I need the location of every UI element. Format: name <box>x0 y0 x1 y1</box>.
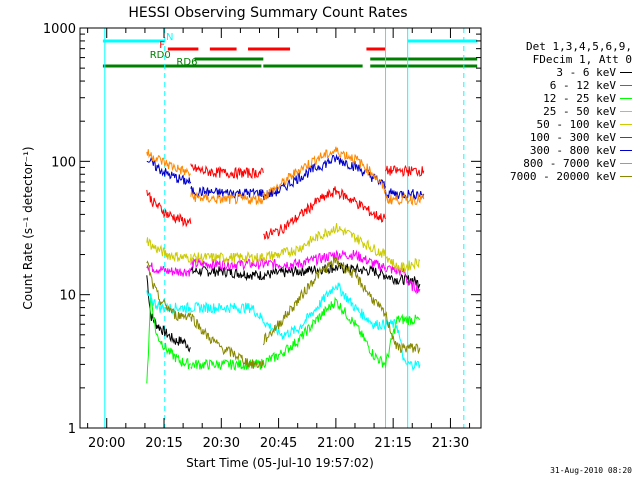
legend-swatch <box>620 85 632 86</box>
series-line-7000-20000-kev <box>385 311 421 355</box>
flag-label-f: F <box>159 40 165 51</box>
x-tick-label: 21:30 <box>432 436 469 451</box>
series-line-800-7000-kev <box>385 192 425 206</box>
series-line-800-7000-kev <box>190 191 264 205</box>
vertical-markers <box>104 28 465 428</box>
legend-swatch <box>620 163 632 164</box>
x-tick-label: 20:00 <box>88 436 125 451</box>
series-line-300-800-kev <box>146 156 192 186</box>
legend: Det 1,3,4,5,6,9, FDecim 1, Att 0 3 - 6 k… <box>482 40 632 183</box>
y-tick-label: 1 <box>68 422 76 437</box>
legend-entry-800-7000-kev: 800 - 7000 keV <box>482 157 632 170</box>
series-line-6-12-kev <box>190 249 386 272</box>
series-line-25-50-kev <box>385 318 421 372</box>
series-line-25-50-kev <box>146 290 192 315</box>
legend-entry-label: 800 - 7000 keV <box>523 157 616 170</box>
series-800-7000-kev <box>146 146 425 206</box>
series-line-800-7000-kev <box>262 146 386 201</box>
series-line-7000-20000-kev <box>146 260 192 322</box>
legend-swatch <box>620 98 632 99</box>
series-line-800-7000-kev <box>146 149 192 178</box>
series-line-12-25-kev <box>190 296 386 371</box>
series-line-300-800-kev <box>190 186 264 199</box>
series-line-12-25-kev <box>385 313 421 368</box>
series-line-100-300-kev <box>263 186 386 240</box>
legend-swatch <box>620 176 632 177</box>
legend-entry-50-100-kev: 50 - 100 keV <box>482 118 632 131</box>
legend-entry-label: 12 - 25 keV <box>543 92 616 105</box>
x-tick-label: 20:15 <box>145 436 182 451</box>
x-tick-label: 20:45 <box>260 436 297 451</box>
series-12-25-kev <box>146 293 421 384</box>
legend-entry-label: 100 - 300 keV <box>529 131 616 144</box>
legend-entry-label: 50 - 100 keV <box>536 118 616 131</box>
legend-entry-label: 3 - 6 keV <box>556 66 616 79</box>
legend-entry-12-25-kev: 12 - 25 keV <box>482 92 632 105</box>
series-100-300-kev <box>146 163 425 240</box>
series-line-7000-20000-kev <box>262 256 386 346</box>
series-7000-20000-kev <box>146 256 421 369</box>
y-tick-label: 10 <box>59 289 76 304</box>
series-line-6-12-kev <box>146 262 192 277</box>
legend-entry-3-6-kev: 3 - 6 keV <box>482 66 632 79</box>
legend-entry-7000-20000-kev: 7000 - 20000 keV <box>482 170 632 183</box>
legend-entry-label: 7000 - 20000 keV <box>510 170 616 183</box>
series-line-3-6-kev <box>385 273 421 289</box>
legend-swatch <box>620 150 632 151</box>
legend-swatch <box>620 111 632 112</box>
series-line-50-100-kev <box>146 237 192 263</box>
x-axis-label: Start Time (05-Jul-10 19:57:02) <box>186 456 374 470</box>
legend-header-line-1: Det 1,3,4,5,6,9, <box>526 40 632 53</box>
legend-swatch <box>620 124 632 125</box>
series-line-50-100-kev <box>385 256 421 273</box>
legend-entry-label: 25 - 50 keV <box>543 105 616 118</box>
x-tick-label: 20:30 <box>203 436 240 451</box>
legend-entry-label: 6 - 12 keV <box>549 79 616 92</box>
series-line-7000-20000-kev <box>190 314 264 369</box>
series-25-50-kev <box>146 282 421 372</box>
x-tick-label: 21:00 <box>317 436 354 451</box>
series-line-100-300-kev <box>385 164 425 178</box>
series-3-6-kev <box>146 261 421 353</box>
series-line-300-800-kev <box>385 188 425 200</box>
y-axis-label: Count Rate (s⁻¹ detector⁻¹) <box>21 146 35 309</box>
legend-header-line-2: FDecim 1, Att 0 <box>532 53 632 66</box>
plot-date-stamp: 31-Aug-2010 08:20 <box>550 466 632 475</box>
series-line-3-6-kev <box>146 275 191 353</box>
series-line-12-25-kev <box>146 293 192 384</box>
legend-swatch <box>620 72 632 73</box>
axes: 1 10 100 1000 20:00 20:15 20:30 20:45 21:00 21:15… <box>43 22 481 451</box>
flag-label-rd6: RD6 <box>176 57 197 68</box>
legend-entry-6-12-kev: 6 - 12 keV <box>482 79 632 92</box>
chart-title: HESSI Observing Summary Count Rates <box>128 5 407 21</box>
series-50-100-kev <box>146 223 421 273</box>
flag-label-n: N <box>166 32 173 43</box>
legend-entry-300-800-kev: 300 - 800 keV <box>482 144 632 157</box>
x-tick-label: 21:15 <box>374 436 411 451</box>
series-300-800-kev <box>146 153 425 201</box>
legend-swatch <box>620 137 632 138</box>
series-line-3-6-kev <box>190 261 386 282</box>
flag-label-rd0: RD0 <box>150 50 171 61</box>
series-line-100-300-kev <box>190 163 264 181</box>
y-tick-label: 100 <box>51 155 76 170</box>
legend-entry-label: 300 - 800 keV <box>529 144 616 157</box>
series-lines <box>146 146 425 384</box>
series-line-300-800-kev <box>262 153 386 201</box>
legend-entry-100-300-kev: 100 - 300 keV <box>482 131 632 144</box>
series-line-50-100-kev <box>190 223 386 265</box>
series-line-25-50-kev <box>190 282 386 340</box>
y-tick-label: 1000 <box>43 22 76 37</box>
legend-entry-25-50-kev: 25 - 50 keV <box>482 105 632 118</box>
series-line-100-300-kev <box>146 189 192 228</box>
plot-frame <box>79 27 482 429</box>
